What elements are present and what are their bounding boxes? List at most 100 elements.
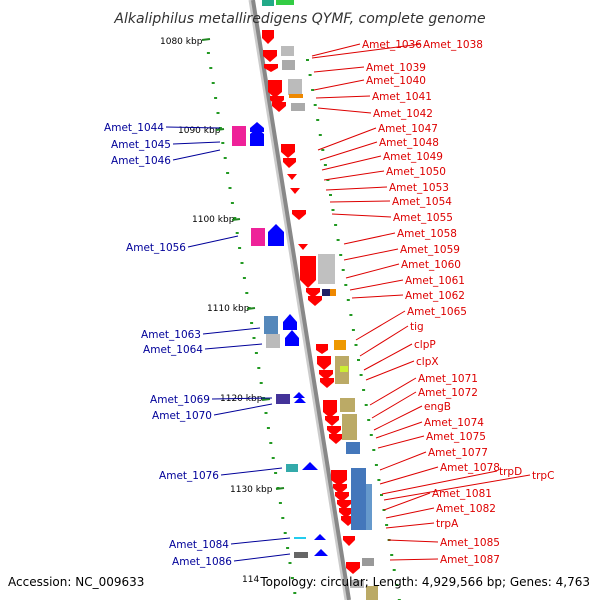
gene-block-bottom-khaki [366, 586, 378, 600]
scale-ticks [201, 38, 285, 490]
track-tick [226, 172, 230, 174]
track-tick [372, 449, 376, 451]
leader-line-trpa [385, 522, 435, 529]
gene-label-amet-1039: Amet_1039 [366, 62, 426, 74]
gene-block-amet-1056-magenta [251, 228, 265, 246]
leader-line-amet-1075 [377, 435, 425, 449]
leader-line-amet-1044 [165, 126, 221, 129]
leader-line-amet-1072 [371, 391, 417, 419]
leader-line-amet-1064 [204, 343, 263, 350]
gene-glyphs [232, 30, 378, 600]
gene-label-amet-1085: Amet_1085 [440, 537, 500, 549]
track-tick [374, 464, 378, 466]
leader-line-amet-1076 [220, 467, 283, 476]
gene-arrow-amet-1040 [268, 80, 282, 98]
leader-line-amet-1065 [355, 310, 406, 341]
track-tick [306, 59, 309, 61]
leader-line-clpp [363, 343, 413, 371]
gene-label-amet-1049: Amet_1049 [383, 151, 443, 163]
gene-block-amet-1072-khaki [342, 414, 357, 440]
track-tick [313, 104, 317, 106]
gene-block-amet-1046 [250, 138, 264, 146]
gene-label-amet-1041: Amet_1041 [372, 91, 432, 103]
gene-label-amet-1075: Amet_1075 [426, 431, 486, 443]
track-tick [252, 337, 256, 339]
gene-label-amet-1060: Amet_1060 [401, 259, 461, 271]
track-tick [264, 412, 268, 414]
track-tick [286, 547, 290, 549]
scale-label: 1080 kbp [160, 37, 203, 47]
gene-arrow-engb [327, 426, 341, 436]
gene-arrow-amet-1074 [329, 434, 343, 444]
gene-block-amet-1059-grey [318, 254, 335, 284]
leader-line-amet-1062 [351, 294, 404, 299]
leader-line-amet-1077 [379, 451, 427, 471]
track-tick [254, 352, 258, 354]
track-tick [214, 97, 218, 99]
leader-line-amet-1074 [375, 421, 423, 439]
forward-gene-labels: Amet_1044 Amet_1045 Amet_1046 Amet_1056 Amet… [104, 122, 291, 568]
track-tick [218, 127, 222, 129]
gene-arrow-amet-1044 [250, 122, 264, 132]
gene-label-amet-1076: Amet_1076 [159, 470, 219, 482]
gene-label-amet-1086: Amet_1086 [172, 556, 232, 568]
gene-label-trpc: trpC [532, 470, 554, 482]
gene-arrow-amet-1055 [292, 210, 306, 220]
gene-label-amet-1070: Amet_1070 [152, 410, 212, 422]
track-tick [362, 389, 366, 391]
gene-label-trpd: trpD [499, 466, 522, 478]
genome-backbone [251, 0, 351, 600]
track-tick [216, 112, 220, 114]
leader-line-amet-1086 [233, 553, 291, 562]
track-tick [230, 202, 234, 204]
leader-line-amet-1036 [311, 43, 361, 57]
track-tick [211, 82, 215, 84]
track-tick [228, 187, 232, 189]
gene-arrow-amet-1053 [290, 188, 300, 194]
leader-line-amet-1085 [387, 539, 439, 543]
gene-arrow-amet-1038 [263, 50, 277, 62]
gene-arrow-amet-1070 [294, 397, 306, 403]
gene-arrow-amet-1041 [270, 96, 284, 106]
gene-label-amet-1054: Amet_1054 [392, 196, 452, 208]
track-tick [223, 157, 227, 159]
track-tick [238, 247, 242, 249]
gene-label-engb: engB [424, 401, 451, 413]
track-tick [377, 479, 381, 481]
gene-arrow-amet-1065 [316, 344, 328, 354]
gene-arrow-amet-1078 [333, 484, 347, 494]
gene-label-tig: tig [410, 321, 424, 333]
leader-line-amet-1041 [315, 95, 371, 99]
track-tick [206, 52, 210, 54]
gene-arrow-amet-1064 [285, 330, 299, 346]
gene-label-amet-1044: Amet_1044 [104, 122, 164, 134]
leader-line-amet-1054 [329, 200, 391, 203]
gene-block-clpp-yellow [340, 366, 348, 372]
track-tick [380, 494, 383, 496]
leader-line-amet-1046 [172, 149, 221, 161]
gene-block-trp-blue-2 [366, 484, 372, 530]
track-tick [395, 584, 399, 586]
leader-line-amet-1040 [313, 79, 365, 91]
gene-label-amet-1078: Amet_1078 [440, 462, 500, 474]
leader-line-trpc [383, 474, 531, 501]
gene-label-amet-1074: Amet_1074 [424, 417, 484, 429]
track-tick [357, 359, 360, 361]
track-tick [326, 179, 330, 181]
leader-line-amet-1063 [202, 327, 261, 335]
track-tick [257, 367, 261, 369]
gene-arrow-clpx [320, 378, 334, 388]
track-tick [334, 224, 338, 226]
track-tick [392, 569, 396, 571]
track-tick [221, 142, 225, 144]
track-tick [369, 434, 373, 436]
leader-line-amet-1069 [211, 397, 273, 400]
gene-label-amet-1042: Amet_1042 [373, 108, 433, 120]
track-tick [293, 592, 297, 594]
track-tick [323, 164, 327, 166]
gene-block-top-green [276, 0, 294, 5]
gene-label-amet-1087: Amet_1087 [440, 554, 500, 566]
leader-line-amet-1070 [213, 403, 273, 416]
gene-arrow-amet-1047 [281, 144, 295, 158]
